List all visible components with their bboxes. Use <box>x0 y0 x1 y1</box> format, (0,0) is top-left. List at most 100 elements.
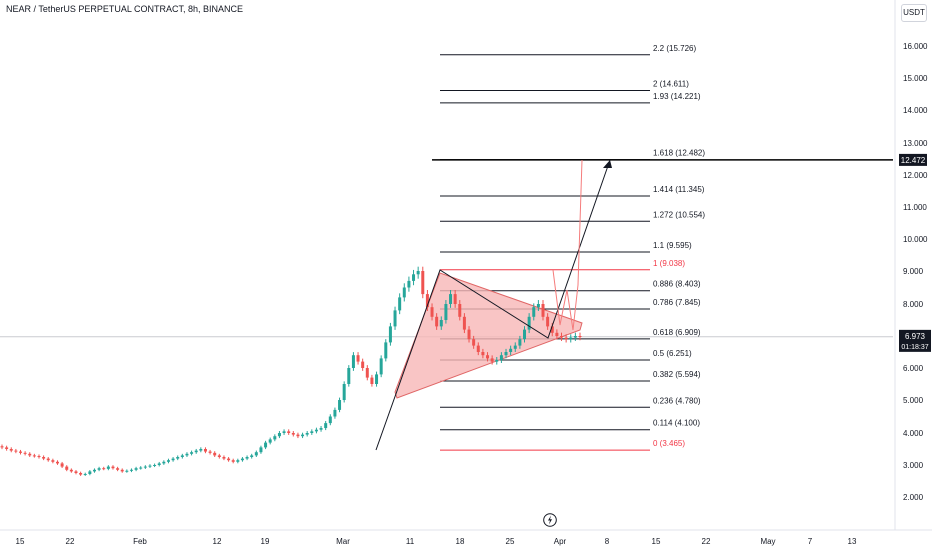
candle-body <box>208 451 212 453</box>
time-tick-label: Mar <box>336 537 350 546</box>
currency-button[interactable]: USDT <box>901 4 927 22</box>
candle-body <box>55 461 59 464</box>
triangle-pattern <box>394 272 583 399</box>
candle-body <box>305 433 309 435</box>
candle-body <box>379 358 383 375</box>
candle-body <box>365 368 369 378</box>
candle-body <box>435 316 439 327</box>
fib-level-label: 1.93 (14.221) <box>653 92 701 101</box>
candle-body <box>416 271 420 275</box>
candle-body <box>139 467 143 469</box>
candle-body <box>564 337 568 340</box>
candle-body <box>268 439 272 443</box>
price-tick-label: 14.000 <box>903 106 928 115</box>
price-tick-label: 10.000 <box>903 235 928 244</box>
fib-level-label: 1.618 (12.482) <box>653 149 705 158</box>
candle-body <box>407 280 411 288</box>
candle-body <box>148 465 152 467</box>
candle-body <box>194 450 198 453</box>
candle-body <box>333 409 337 417</box>
candle-body <box>259 447 263 453</box>
candle-body <box>296 434 300 437</box>
candle-body <box>550 326 554 333</box>
candle-body <box>134 468 138 470</box>
candle-body <box>495 360 499 362</box>
symbol-title[interactable]: NEAR / TetherUS PERPETUAL CONTRACT, 8h, … <box>6 4 244 14</box>
candle-body <box>499 355 503 360</box>
fib-level-label: 1.272 (10.554) <box>653 210 705 219</box>
time-tick-label: 25 <box>506 537 515 546</box>
candle-body <box>227 458 231 461</box>
candle-body <box>0 446 4 448</box>
candle-body <box>111 466 115 469</box>
candle-body <box>453 294 457 304</box>
candle-body <box>513 345 517 349</box>
price-tick-label: 16.000 <box>903 42 928 51</box>
fib-level-label: 0.786 (7.845) <box>653 298 701 307</box>
price-tick-label: 13.000 <box>903 139 928 148</box>
candle-body <box>472 339 476 346</box>
candle-body <box>569 337 573 340</box>
candle-body <box>490 358 494 362</box>
candle-body <box>162 461 166 464</box>
candle-body <box>462 316 466 330</box>
time-tick-label: 8 <box>605 537 610 546</box>
candle-body <box>555 332 559 336</box>
candle-body <box>449 294 453 304</box>
candle-body <box>236 460 240 462</box>
candle-body <box>301 434 305 437</box>
price-tick-label: 8.000 <box>903 300 924 309</box>
candle-body <box>9 449 13 451</box>
time-tick-label: 12 <box>213 537 222 546</box>
time-tick-label: Apr <box>554 537 567 546</box>
fib-level-label: 0.236 (4.780) <box>653 396 701 405</box>
candle-body <box>83 473 87 475</box>
candle-body <box>467 329 471 340</box>
time-tick-label: Feb <box>133 537 147 546</box>
price-tick-label: 9.000 <box>903 267 924 276</box>
candle-body <box>388 326 392 343</box>
fib-level-label: 0.382 (5.594) <box>653 370 701 379</box>
candle-body <box>541 304 545 317</box>
candle-body <box>120 469 124 472</box>
tradingview-logo-icon[interactable] <box>543 513 557 527</box>
candle-body <box>88 471 92 474</box>
candle-body <box>157 463 161 465</box>
red-projection-path <box>552 159 583 331</box>
candle-body <box>102 468 106 470</box>
price-tick-label: 3.000 <box>903 461 924 470</box>
candle-body <box>37 456 41 458</box>
fib-level-label: 0.618 (6.909) <box>653 328 701 337</box>
fib-level-label: 0.5 (6.251) <box>653 349 692 358</box>
candle-body <box>504 352 508 356</box>
price-tick-label: 6.000 <box>903 364 924 373</box>
candle-body <box>421 271 425 295</box>
candle-body <box>14 450 18 452</box>
candle-body <box>222 457 226 459</box>
candle-body <box>412 274 416 281</box>
candle-body <box>199 449 203 451</box>
candle-body <box>277 433 281 437</box>
price-tick-label: 4.000 <box>903 429 924 438</box>
candle-body <box>240 458 244 461</box>
current-price-badge <box>899 329 931 352</box>
candle-body <box>245 457 249 459</box>
candle-body <box>486 355 490 359</box>
time-tick-label: May <box>760 537 775 546</box>
candle-body <box>444 304 448 320</box>
candle-body <box>18 451 22 453</box>
time-tick-label: 15 <box>652 537 661 546</box>
price-tick-label: 5.000 <box>903 396 924 405</box>
candle-body <box>319 428 323 430</box>
candle-body <box>439 320 443 327</box>
candle-body <box>573 336 577 338</box>
candle-body <box>97 468 101 470</box>
candle-body <box>166 460 170 462</box>
candle-body <box>324 423 328 429</box>
candle-body <box>351 355 355 368</box>
candle-body <box>476 345 480 352</box>
candle-body <box>23 452 27 454</box>
candle-body <box>546 316 550 327</box>
fib-level-label: 0.886 (8.403) <box>653 280 701 289</box>
